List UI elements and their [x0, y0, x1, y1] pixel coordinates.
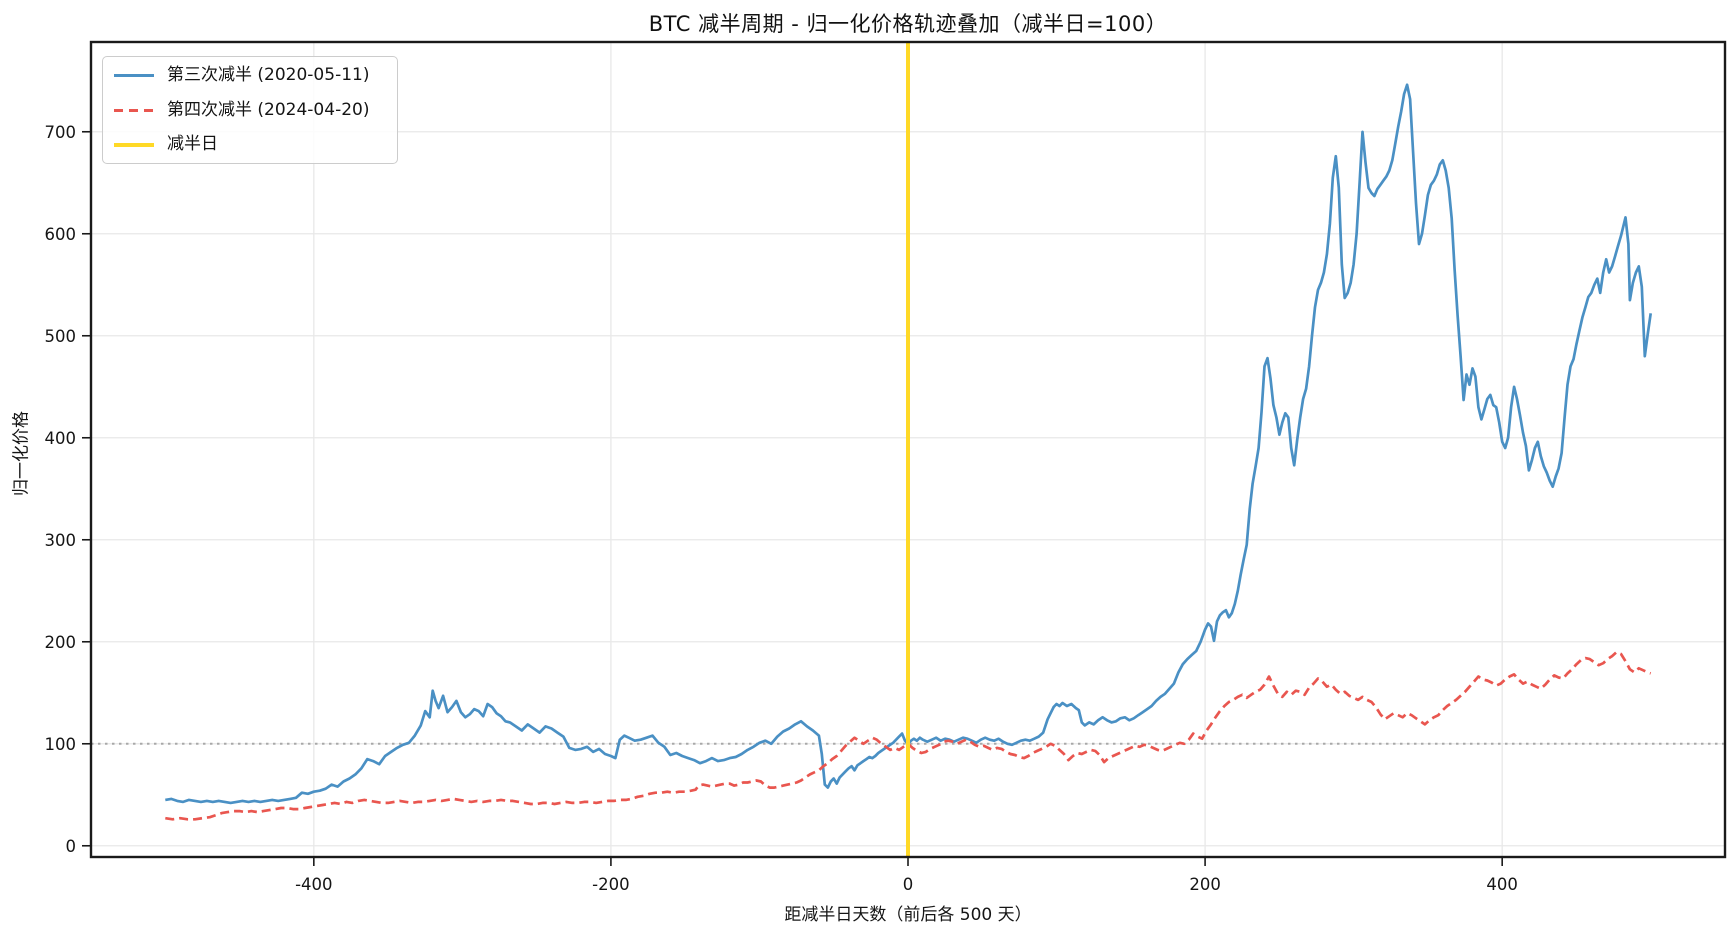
- x-tick-label: 400: [1486, 875, 1518, 894]
- legend-label-halving-day: 减半日: [167, 134, 218, 154]
- x-tick-label: 0: [903, 875, 914, 894]
- legend-item-fourth-halving: 第四次减半 (2024-04-20): [114, 99, 385, 120]
- legend-item-third-halving: 第三次减半 (2020-05-11): [114, 67, 385, 84]
- x-tick-label: -400: [295, 875, 332, 894]
- x-tick-label: -200: [592, 875, 629, 894]
- y-axis-label: 归一化价格: [11, 411, 32, 496]
- y-tick-label: 100: [45, 735, 77, 754]
- halving-day-line-sample: [114, 142, 154, 147]
- y-tick-label: 200: [45, 633, 77, 652]
- legend-item-halving-day: 减半日: [114, 136, 385, 153]
- y-tick-label: 300: [45, 531, 77, 550]
- y-tick-label: 500: [45, 327, 77, 346]
- third-halving-series-line: [165, 83, 1653, 805]
- legend-label-fourth-halving: 第四次减半 (2024-04-20): [167, 99, 370, 120]
- y-tick-label: 0: [66, 837, 77, 856]
- x-tick-label: 200: [1189, 875, 1221, 894]
- legend-label-third-halving: 第三次减半 (2020-05-11): [167, 65, 370, 85]
- x-axis-label: 距减半日天数（前后各 500 天）: [784, 905, 1032, 925]
- third-halving-line-sample: [114, 74, 154, 77]
- y-tick-label: 700: [45, 123, 77, 142]
- fourth-halving-series-line: [165, 650, 1652, 821]
- legend: 第三次减半 (2020-05-11) 第四次减半 (2024-04-20) 减半…: [102, 56, 398, 164]
- y-tick-label: 600: [45, 225, 77, 244]
- chart-title: BTC 减半周期 - 归一化价格轨迹叠加（减半日=100）: [648, 12, 1168, 36]
- y-tick-label: 400: [45, 429, 77, 448]
- fourth-halving-line-sample: [114, 108, 154, 112]
